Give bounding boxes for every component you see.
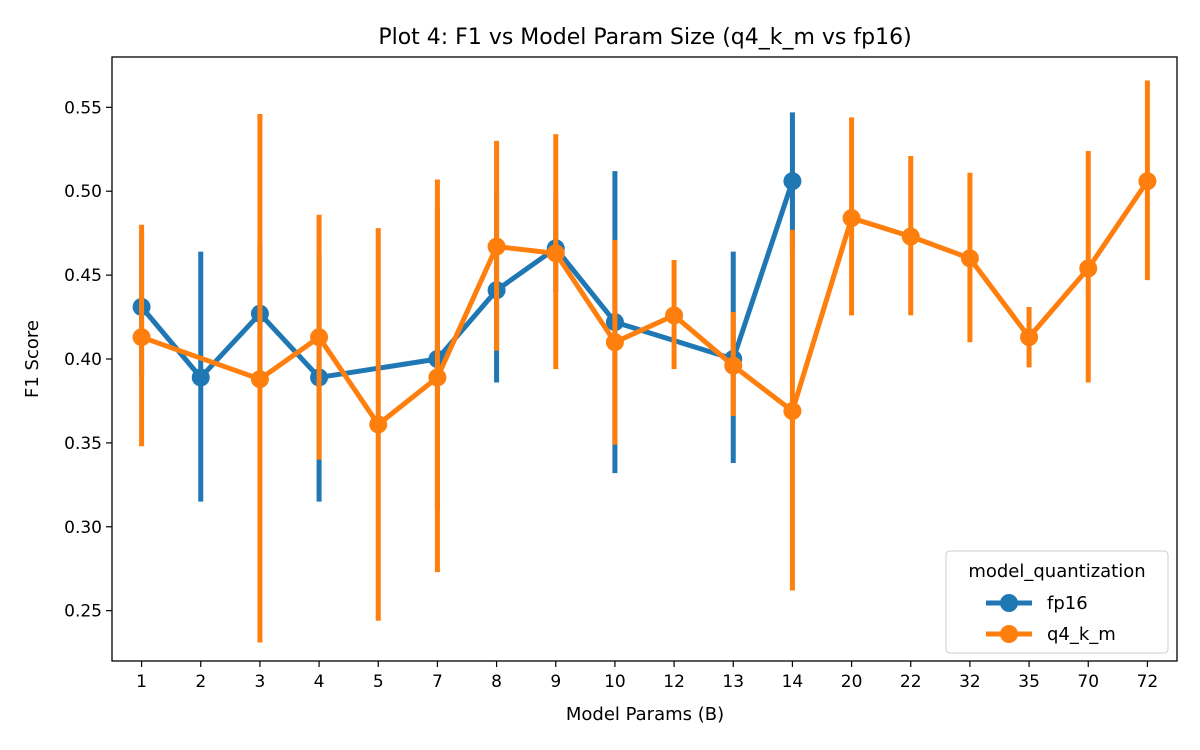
y-tick-label: 0.40 (64, 350, 102, 370)
x-tick-label: 32 (959, 672, 981, 692)
data-point (901, 227, 920, 246)
legend: model_quantization fp16 q4_k_m (945, 550, 1169, 654)
legend-entries: fp16 q4_k_m (986, 593, 1116, 645)
x-tick-label: 22 (900, 672, 922, 692)
x-tick-label: 10 (604, 672, 626, 692)
x-tick-label: 35 (1018, 672, 1040, 692)
plot-area (132, 80, 1157, 643)
legend-box (945, 550, 1169, 654)
y-axis: 0.25 0.30 0.35 0.40 0.45 0.50 0.55 (64, 98, 112, 622)
data-point (783, 172, 802, 191)
series-q4-k-m (132, 80, 1157, 643)
x-axis: 1 2 3 4 5 7 8 9 10 12 13 14 20 22 32 35 70 72 (136, 661, 1158, 692)
data-point (783, 402, 802, 421)
data-point (369, 415, 388, 434)
legend-marker (1000, 594, 1018, 612)
legend-label: q4_k_m (1047, 624, 1116, 645)
data-point (546, 244, 565, 263)
data-point (132, 328, 151, 347)
x-tick-label: 20 (841, 672, 863, 692)
x-tick-label: 7 (432, 672, 443, 692)
x-axis-label: Model Params (B) (566, 704, 724, 725)
x-tick-label: 72 (1137, 672, 1159, 692)
x-tick-label: 5 (373, 672, 384, 692)
data-point (1138, 172, 1157, 191)
x-tick-label: 13 (722, 672, 744, 692)
y-tick-label: 0.50 (64, 182, 102, 202)
data-point (191, 368, 210, 387)
y-tick-label: 0.25 (64, 602, 102, 622)
data-point (428, 368, 447, 387)
x-tick-label: 9 (550, 672, 561, 692)
y-tick-label: 0.30 (64, 518, 102, 538)
data-point (960, 249, 979, 268)
data-point (1079, 259, 1098, 278)
y-axis-label: F1 Score (22, 320, 43, 398)
x-tick-label: 2 (195, 672, 206, 692)
legend-title: model_quantization (968, 561, 1145, 582)
data-point (605, 333, 624, 352)
x-tick-label: 8 (491, 672, 502, 692)
x-tick-label: 4 (314, 672, 325, 692)
data-point (250, 370, 269, 389)
chart-title: Plot 4: F1 vs Model Param Size (q4_k_m v… (378, 25, 911, 50)
data-point (665, 306, 684, 325)
data-point (310, 328, 329, 347)
x-tick-label: 12 (663, 672, 685, 692)
series-line (140, 179, 1150, 427)
data-point (487, 237, 506, 256)
series-line (139, 180, 795, 380)
data-point (724, 356, 743, 375)
legend-marker (1000, 625, 1018, 643)
data-point (1020, 328, 1039, 347)
x-tick-label: 14 (782, 672, 804, 692)
y-tick-label: 0.45 (64, 266, 102, 286)
data-point (842, 209, 861, 228)
y-tick-label: 0.55 (64, 98, 102, 118)
x-tick-label: 1 (136, 672, 147, 692)
legend-label: fp16 (1047, 593, 1088, 614)
y-tick-label: 0.35 (64, 434, 102, 454)
x-tick-label: 3 (255, 672, 266, 692)
x-tick-label: 70 (1077, 672, 1099, 692)
